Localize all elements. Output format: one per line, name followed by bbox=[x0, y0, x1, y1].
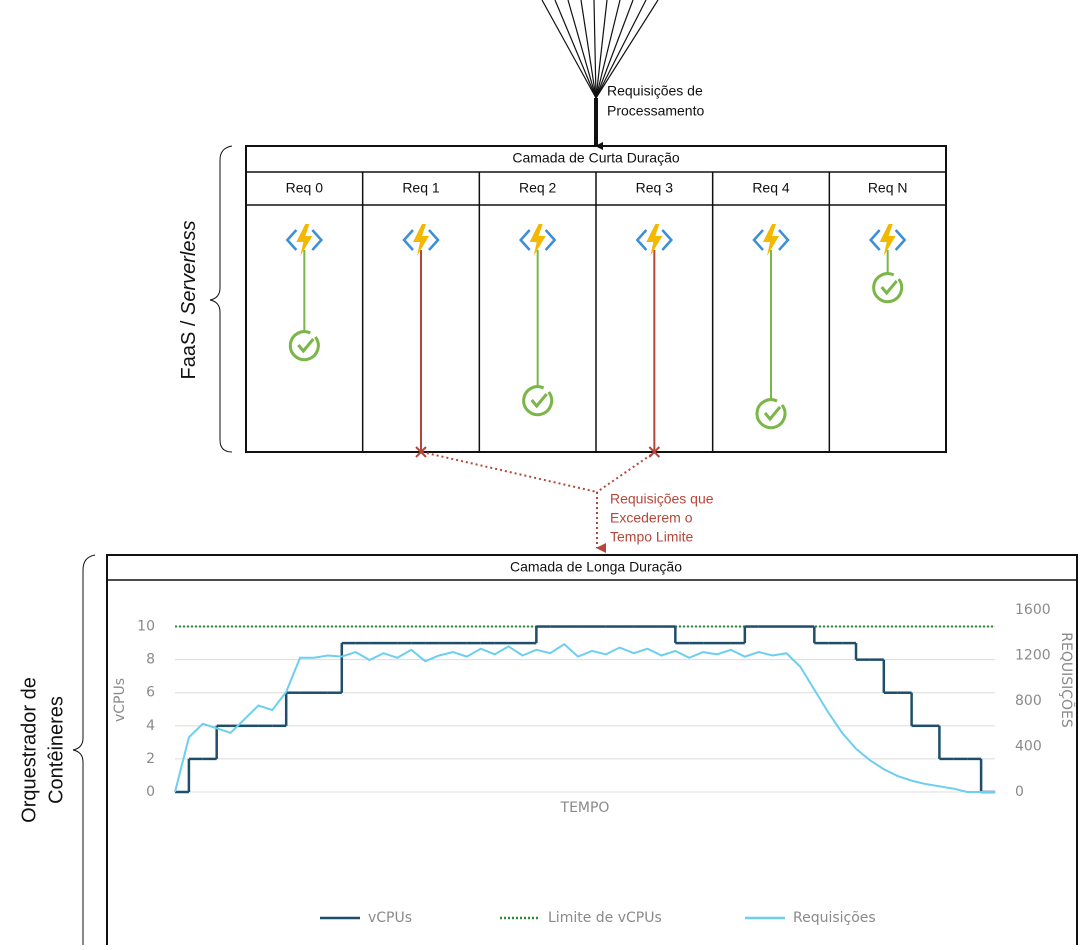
label: Processamento bbox=[607, 103, 704, 119]
brace-text: FaaS / bbox=[178, 315, 200, 379]
icon-chevrons bbox=[518, 229, 557, 251]
icon-chevrons bbox=[752, 229, 790, 251]
col-header: Req N bbox=[868, 180, 908, 196]
brace-label: Orquestrador de bbox=[18, 677, 40, 823]
legend-label: vCPUs bbox=[368, 910, 412, 926]
check-circle bbox=[522, 385, 554, 417]
y2-tick-label: 0 bbox=[1015, 784, 1024, 800]
brace-text: Serverless bbox=[178, 221, 200, 315]
icon-bolt bbox=[763, 224, 779, 256]
columns: Req 0 Req 1 Req 2 Req 3 Req 4 Req N bbox=[285, 172, 908, 458]
y-axis-label: vCPUs bbox=[112, 678, 128, 722]
x-axis-label: TEMPO bbox=[560, 800, 610, 816]
icon-chevrons bbox=[868, 229, 907, 251]
legend-label: Limite de vCPUs bbox=[548, 910, 662, 926]
brace bbox=[209, 145, 233, 453]
label: Requisições que bbox=[610, 491, 714, 507]
col-header: Req 2 bbox=[519, 180, 557, 196]
check-circle bbox=[872, 272, 904, 304]
icon-bolt bbox=[646, 224, 663, 256]
label: Requisições de bbox=[607, 83, 703, 99]
icon-chevrons bbox=[285, 229, 324, 251]
y2-tick-label: 400 bbox=[1015, 739, 1042, 755]
check bbox=[530, 393, 548, 409]
fan bbox=[541, 0, 659, 99]
icon-bolt bbox=[879, 224, 896, 256]
y2-tick-label: 1600 bbox=[1015, 602, 1051, 618]
icon-bolt bbox=[296, 224, 313, 256]
y-tick-label: 0 bbox=[146, 784, 155, 800]
icon-bolt bbox=[413, 224, 429, 256]
check bbox=[763, 406, 782, 422]
brace-label: FaaS / Serverless bbox=[178, 221, 200, 380]
cross bbox=[415, 446, 427, 458]
long-title: Camada de Longa Duração bbox=[510, 559, 682, 575]
check bbox=[880, 280, 898, 296]
icon-chevrons bbox=[402, 229, 440, 251]
y-tick-label: 2 bbox=[146, 751, 155, 767]
chart: 0 2 4 6 8 10 0 400 800 1200 1600 TEMPO vCPUs REQUISIÇ… bbox=[112, 602, 1075, 926]
short-title: Camada de Curta Duração bbox=[512, 150, 680, 166]
series-line bbox=[174, 642, 995, 793]
y-tick-label: 4 bbox=[146, 718, 155, 734]
y-tick-label: 10 bbox=[137, 619, 155, 635]
check bbox=[297, 338, 315, 354]
icon-bolt bbox=[529, 224, 546, 256]
col-header: Req 0 bbox=[286, 180, 324, 196]
label: Excederem o bbox=[610, 510, 693, 526]
label: Tempo Limite bbox=[610, 529, 693, 545]
check-circle bbox=[755, 398, 787, 430]
long-box bbox=[106, 554, 1078, 950]
y-tick-label: 6 bbox=[146, 685, 155, 701]
icon-chevrons bbox=[635, 229, 674, 251]
legend-label: Requisições bbox=[793, 910, 876, 926]
col-header: Req 3 bbox=[636, 180, 674, 196]
col-header: Req 4 bbox=[752, 180, 790, 196]
y2-tick-label: 1200 bbox=[1015, 648, 1051, 664]
col-header: Req 1 bbox=[402, 180, 440, 196]
check-circle bbox=[288, 330, 320, 362]
brace-label: Contêineres bbox=[45, 696, 67, 804]
y-tick-label: 8 bbox=[146, 652, 155, 668]
y2-tick-label: 800 bbox=[1015, 693, 1042, 709]
brace bbox=[72, 554, 96, 945]
timeout-lines bbox=[421, 451, 656, 553]
y2-axis-label: REQUISIÇÕES bbox=[1058, 632, 1075, 728]
